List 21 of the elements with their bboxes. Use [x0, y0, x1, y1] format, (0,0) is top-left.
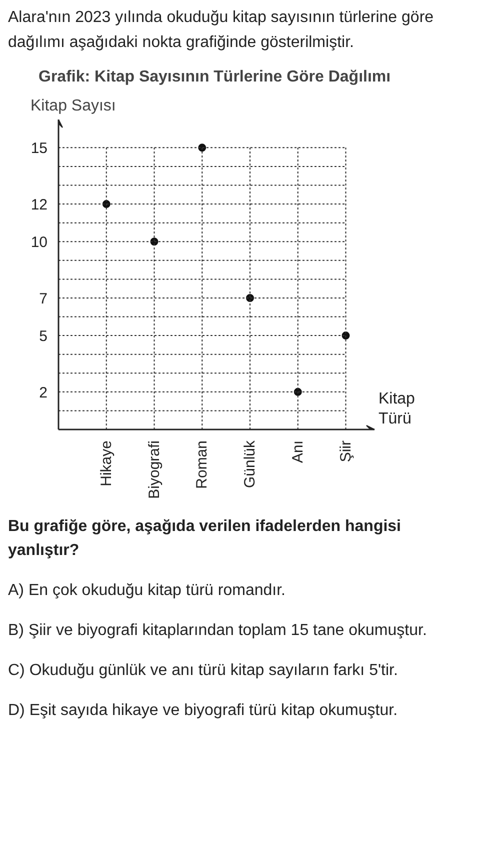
y-tick-label: 12 [30, 196, 48, 214]
y-tick-label: 7 [39, 290, 48, 308]
text: Bu grafiğe göre, aşağıda verilen ifadelerden hangisi yanlıştır? [8, 518, 401, 560]
x-tick-label: Roman [194, 440, 211, 488]
x-tick-label: Şiir [337, 440, 354, 462]
text: D) Eşit sayıda hikaye ve biyografi türü kitap okumuştur. [8, 700, 398, 721]
x-tick-label: Hikaye [98, 440, 115, 486]
text: Alara'nın 2023 yılında okuduğu kitap sayısının türlerine göre dağılımı aşağıdaki nokta grafiğinde gösterilmiştir. [8, 8, 435, 53]
y-tick-label: 10 [30, 234, 48, 251]
x-tick-label: Günlük [242, 440, 258, 488]
x-tick-label: Biyografi [146, 440, 163, 498]
x-tick-label: Anı [289, 440, 306, 463]
y-axis-title: Kitap Sayısı [30, 97, 116, 114]
text: A) En çok okuduğu kitap türü romandır. [8, 581, 286, 602]
x-axis-title: Kitap Türü [378, 390, 416, 428]
y-tick-label: 2 [39, 384, 48, 402]
y-tick-label: 5 [39, 328, 48, 345]
text: C) Okuduğu günlük ve anı türü kitap sayıların farkı 5'tir. [8, 660, 398, 681]
chart-title: Grafik: Kitap Sayısının Türlerine Göre Dağılımı [38, 68, 391, 86]
text: B) Şiir ve biyografi kitaplarından toplam 15 tane okumuştur. [8, 620, 427, 641]
y-tick-label: 15 [30, 140, 48, 157]
